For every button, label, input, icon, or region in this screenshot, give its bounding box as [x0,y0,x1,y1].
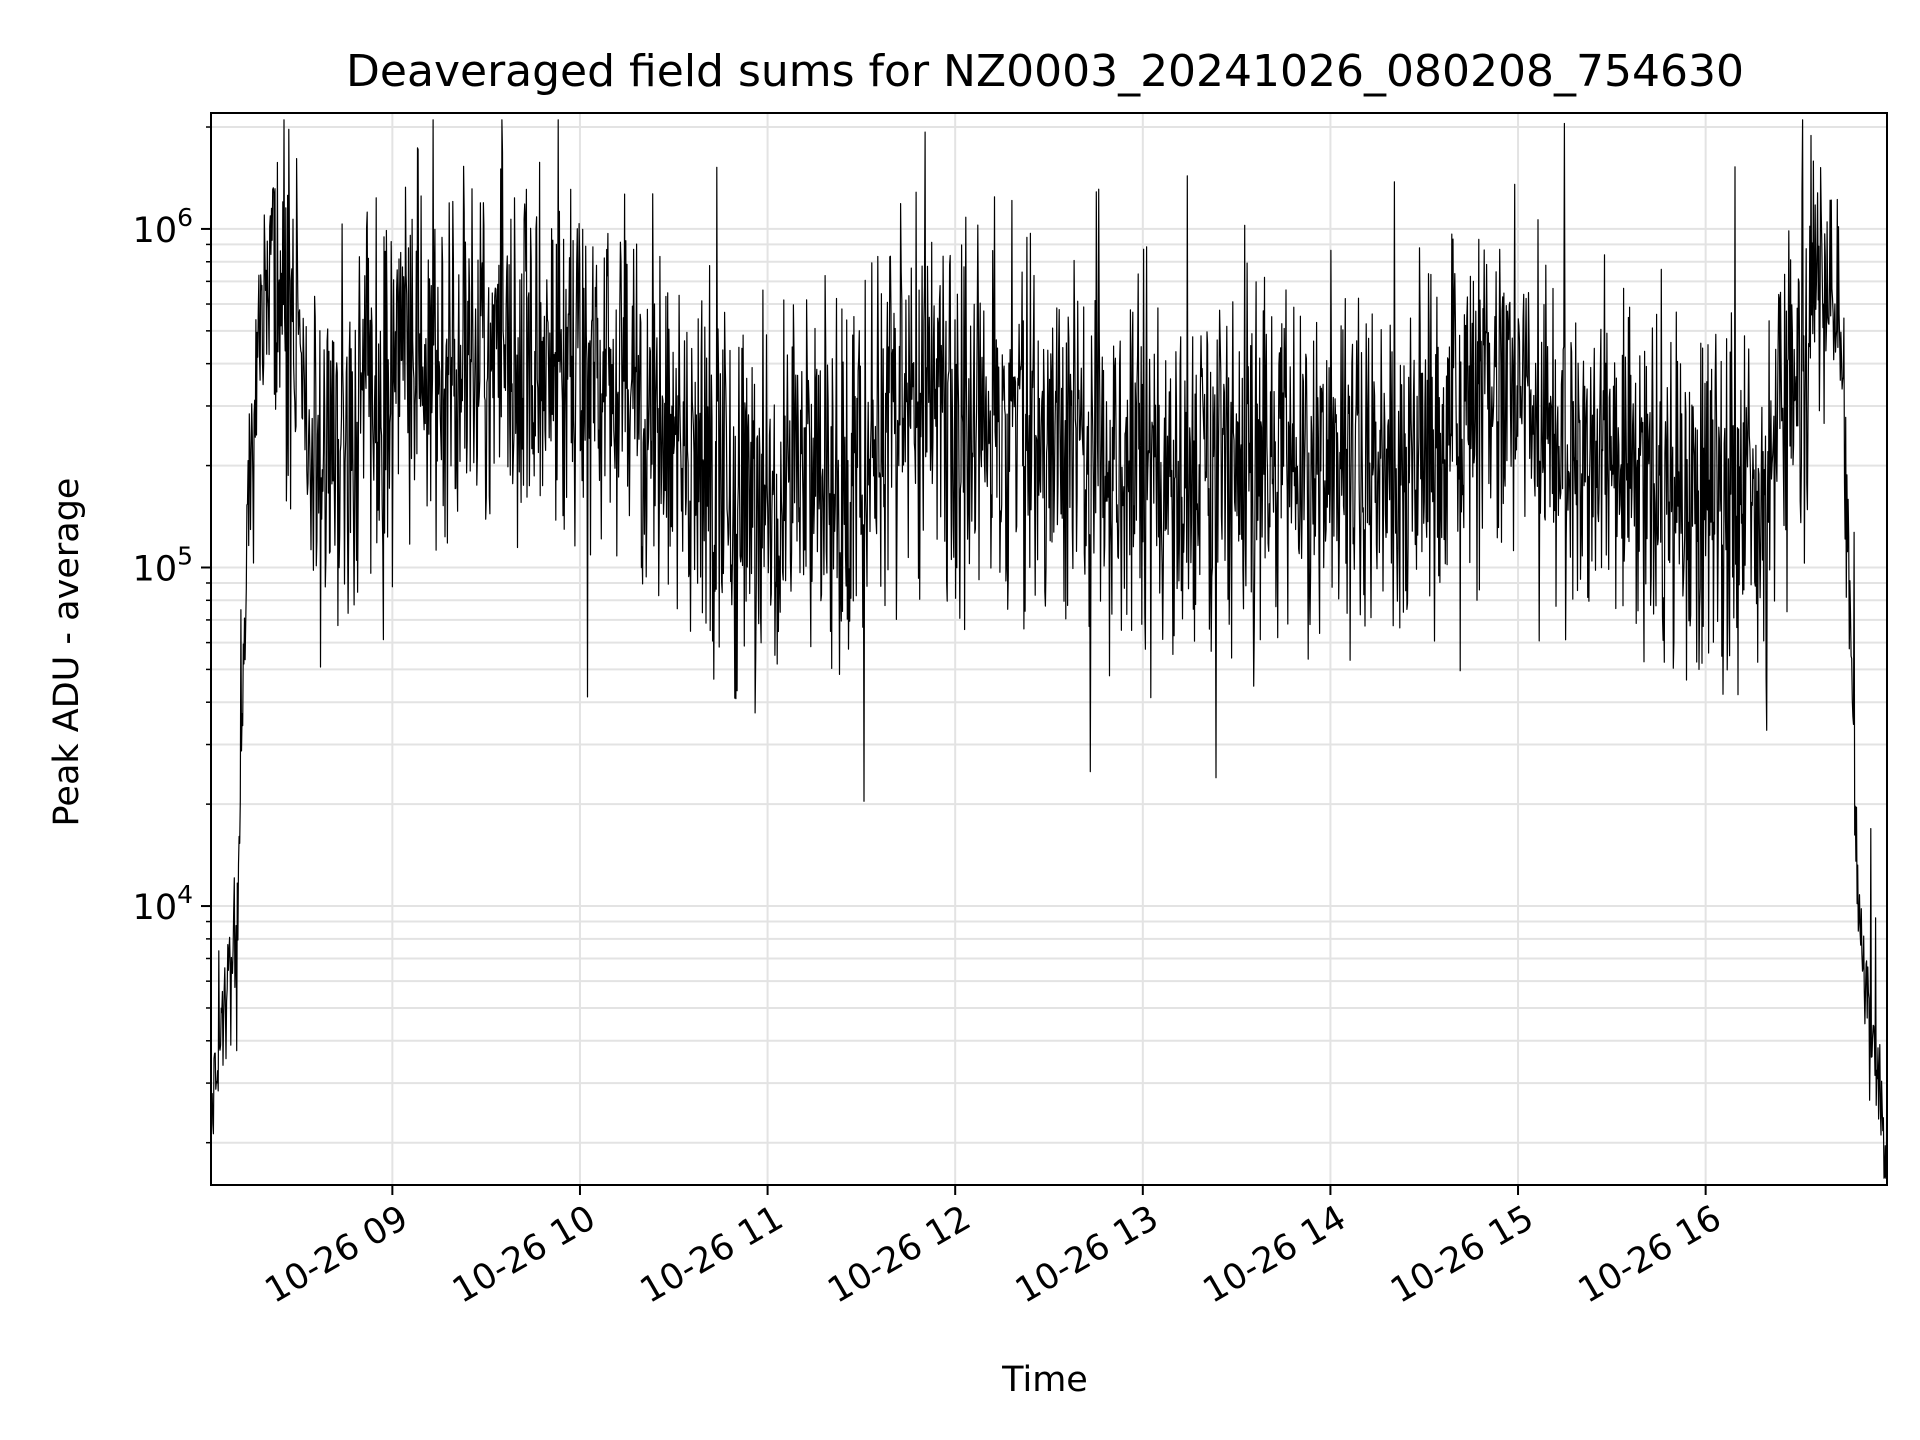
x-tick-label: 10-26 13 [1009,1198,1165,1311]
plot-frame [210,112,1888,1186]
x-tick-label: 10-26 12 [821,1198,977,1311]
x-tick-label: 10-26 14 [1197,1198,1353,1311]
series-line-group [210,119,1888,1179]
y-tick-label: 106 [133,203,193,251]
series-line [210,119,1888,1179]
x-tick-label: 10-26 16 [1572,1198,1728,1311]
x-tick-label: 10-26 09 [259,1198,415,1311]
grid-lines [211,113,1887,1185]
y-axis-label: Peak ADU - average [47,478,87,827]
x-tick-label: 10-26 11 [634,1198,790,1311]
y-tick-label: 104 [133,880,193,928]
x-axis-label: Time [1001,1360,1088,1400]
x-tick-label: 10-26 10 [446,1198,602,1311]
chart-title: Deaveraged field sums for NZ0003_2024102… [346,46,1744,97]
x-tick-label: 10-26 15 [1384,1198,1540,1311]
y-tick-label: 105 [133,541,193,589]
